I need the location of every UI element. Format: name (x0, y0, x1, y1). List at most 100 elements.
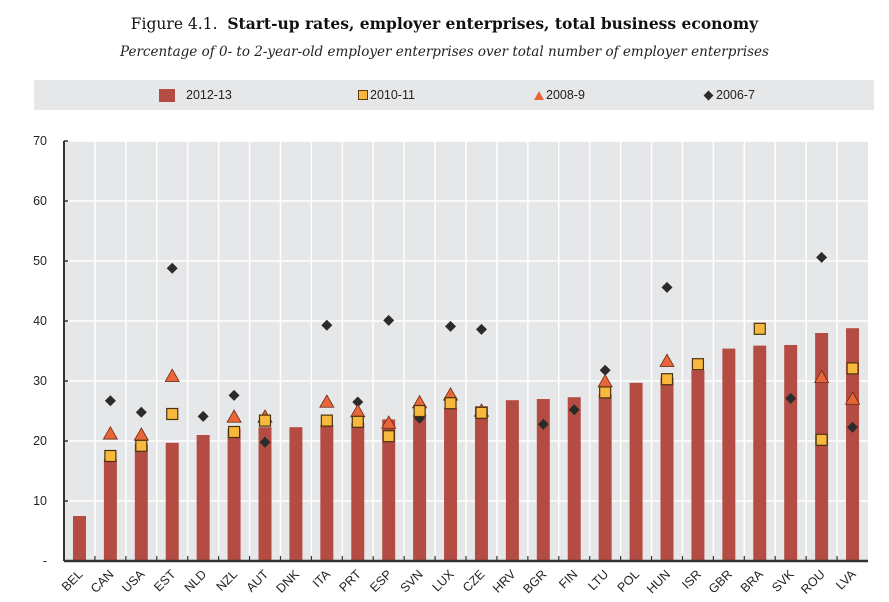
x-tick-label: LUX (430, 567, 458, 595)
square-marker (258, 414, 272, 427)
chart-title-text: Start-up rates, employer enterprises, to… (227, 14, 759, 33)
bar-ita (320, 424, 334, 561)
diamond-marker (104, 395, 116, 407)
square-marker (815, 433, 828, 446)
bar-usa (134, 444, 148, 561)
bar-lva (846, 328, 860, 561)
y-axis-labels: - 10 20 30 40 50 60 70 (33, 134, 47, 568)
x-tick-label: SVK (769, 567, 797, 595)
bar-bel (72, 516, 86, 561)
bar-cze (474, 406, 488, 561)
diamond-marker (352, 396, 364, 408)
bars (72, 328, 860, 561)
square-marker (135, 439, 148, 452)
x-tick-label: CZE (460, 567, 488, 595)
x-tick-label: POL (615, 567, 643, 595)
diamond-marker (785, 392, 797, 404)
legend: 2012-13 2010-11 2008-9 2006-7 (34, 80, 874, 110)
triangle-marker (813, 369, 830, 384)
diamond-marker (475, 323, 487, 335)
legend-item-2012-13: 2012-13 (159, 80, 232, 110)
x-tick-label: LTU (585, 567, 611, 593)
x-tick-label: BEL (59, 567, 86, 594)
diamond-marker (383, 314, 395, 326)
y-tick-label: 50 (33, 254, 47, 268)
bar-aut (258, 427, 272, 561)
x-tick-label: ESP (367, 567, 395, 595)
diamond-marker (445, 320, 457, 332)
x-tick-label: PRT (336, 567, 364, 595)
bar-gbr (722, 348, 736, 561)
chart-title: Figure 4.1. Start-up rates, employer ent… (0, 14, 889, 33)
bar-dnk (289, 427, 303, 561)
square-marker (660, 373, 674, 386)
square-marker (351, 415, 364, 428)
bar-swatch-icon (159, 88, 175, 102)
triangle-marker (102, 425, 119, 440)
y-tick-label: 10 (33, 494, 47, 508)
bar-fin (567, 397, 581, 561)
legend-item-2006-7: 2006-7 (703, 80, 755, 110)
diamond-marker (537, 418, 549, 430)
figure-label: Figure 4.1. (130, 15, 218, 33)
square-marker (166, 407, 179, 421)
bar-nzl (227, 429, 241, 561)
markers (102, 251, 861, 463)
x-tick-label: BGR (520, 567, 549, 596)
x-tick-label: GBR (706, 567, 735, 596)
square-marker-icon (358, 90, 368, 100)
bar-nld (196, 435, 210, 561)
diamond-marker-icon (703, 90, 714, 100)
y-tick-label: 70 (33, 134, 47, 148)
diamond-marker (197, 410, 209, 422)
triangle-marker (381, 415, 397, 429)
diamond-marker (568, 404, 580, 416)
bar-svk (784, 345, 798, 561)
y-tick-label: 20 (33, 434, 47, 448)
y-tick-label: 30 (33, 374, 47, 388)
x-tick-label: BRA (738, 567, 767, 596)
x-tick-label: SVN (398, 567, 426, 595)
bar-est (165, 442, 179, 561)
y-tick-label: - (43, 554, 47, 568)
bar-isr (691, 370, 705, 561)
diamond-marker (661, 281, 673, 293)
bar-hrv (505, 400, 519, 561)
chart-subtitle: Percentage of 0- to 2-year-old employer … (120, 44, 769, 60)
legend-item-2008-9: 2008-9 (534, 80, 585, 110)
diamond-marker (599, 364, 611, 376)
x-tick-label: ROU (798, 567, 828, 597)
diamond-marker (816, 251, 828, 263)
x-tick-label: AUT (244, 567, 272, 595)
x-tick-label: ITA (310, 567, 333, 590)
diamond-marker (228, 389, 240, 401)
square-marker (413, 404, 426, 418)
diamond-marker (321, 319, 333, 331)
diamond-marker (259, 436, 271, 448)
chart-area: - 10 20 30 40 50 60 70 BEL CAN USA EST NLD NZL AUT DNK… (33, 134, 868, 597)
triangle-marker (319, 394, 335, 408)
x-tick-label: HUN (644, 567, 673, 596)
axes (63, 140, 868, 563)
legend-label: 2006-7 (716, 88, 755, 102)
square-marker (382, 430, 395, 443)
x-tick-label: USA (119, 567, 148, 596)
bar-prt (351, 423, 365, 561)
legend-label: 2012-13 (186, 88, 232, 102)
bar-can (103, 459, 117, 561)
bar-hun (660, 378, 674, 561)
x-tick-label: FIN (556, 567, 580, 591)
x-tick-label: LVA (833, 567, 859, 593)
square-marker (104, 449, 117, 463)
x-tick-label: EST (151, 567, 178, 594)
square-marker (444, 397, 457, 410)
square-marker (691, 358, 705, 371)
bar-bra (753, 345, 767, 561)
bar-lux (444, 408, 458, 561)
diamond-marker (135, 406, 147, 418)
x-tick-label: HRV (490, 567, 519, 596)
y-tick-label: 40 (33, 314, 47, 328)
bar-esp (382, 419, 396, 561)
legend-label: 2008-9 (546, 88, 585, 102)
bar-ltu (598, 394, 612, 561)
